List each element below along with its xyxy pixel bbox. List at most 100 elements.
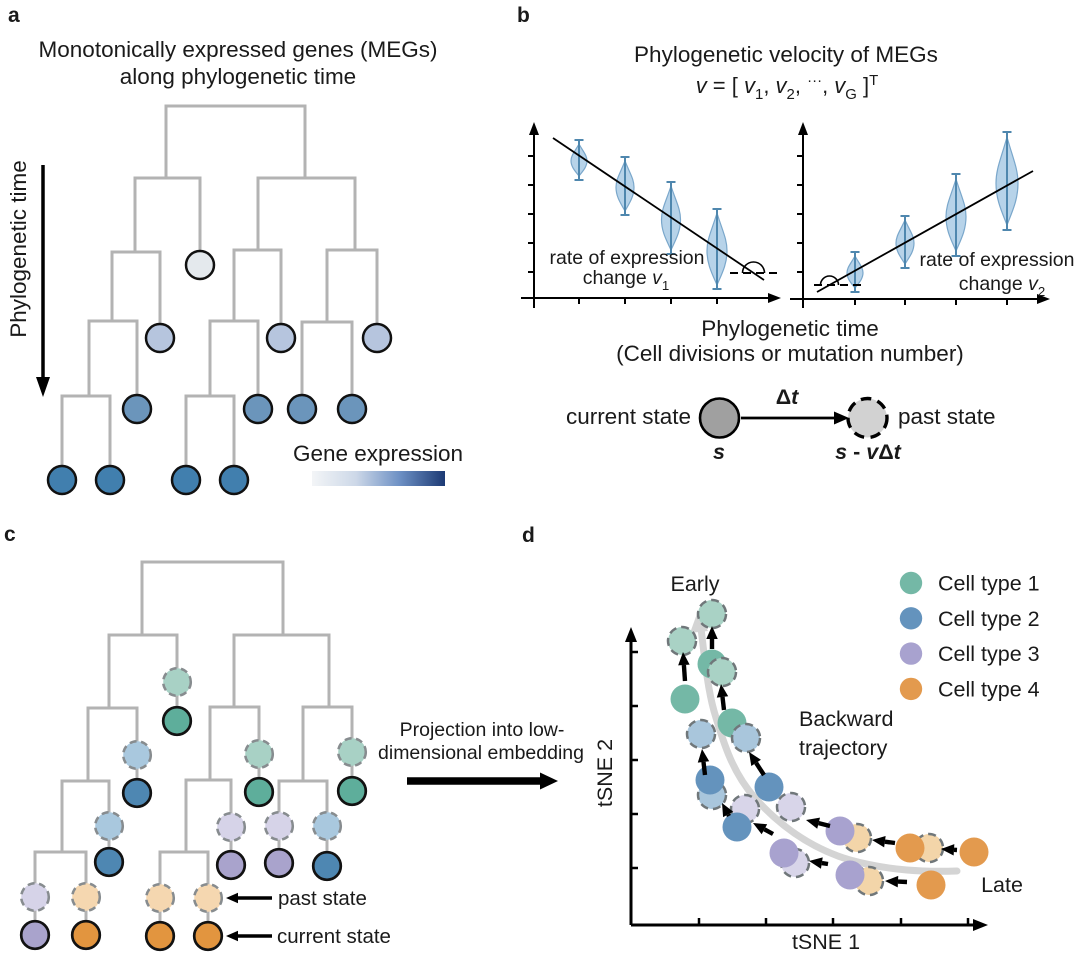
s-label: s (713, 440, 725, 464)
legend-swatch-blue (899, 607, 923, 630)
velocity-plot-left: rate of expression change v1 (521, 122, 781, 308)
current-state-node-orange (70, 919, 102, 951)
backward-arrow-head (753, 823, 768, 835)
backward-arrow-shaft (701, 761, 708, 776)
phylogenetic-time-arrowhead (36, 377, 50, 397)
past-state-arrow (226, 892, 272, 904)
plot-left-label-line1: rate of expression (549, 247, 704, 269)
backward-arrow-head (941, 844, 955, 856)
plot-left-trend-line (552, 137, 765, 281)
panel-c: c Projection into low- dimensional embed… (4, 523, 584, 952)
gene-expression-node (144, 322, 176, 354)
plot-right-angle-arc (819, 275, 840, 286)
panel-b-label: b (517, 4, 530, 27)
tsne-point-lavender-past (775, 791, 807, 823)
plot-right-label-line2: change v2 (959, 273, 1046, 299)
tsne-point-teal-past (706, 656, 738, 688)
plot-right-ticks (797, 155, 1008, 305)
current-state-node-blue (121, 777, 153, 809)
tsne-point-lavender-current (825, 816, 855, 846)
gene-expression-node (265, 322, 297, 354)
current-state-arrow-head (226, 930, 238, 942)
early-label: Early (671, 572, 720, 596)
trajectory-curve (696, 616, 961, 875)
panel-a-title-line2: along phylogenetic time (120, 64, 356, 89)
backward-arrow-shaft (818, 821, 831, 829)
legend-label-teal: Cell type 1 (938, 572, 1040, 596)
backward-arrow-head (722, 803, 734, 818)
plot-right-label-line1: rate of expression (919, 249, 1074, 271)
tsne-point-blue-past (685, 718, 717, 750)
tsne-point-blue-past (730, 722, 762, 754)
past-state-node-blue (121, 739, 153, 771)
backward-arrow-head (872, 835, 886, 848)
legend-label-orange: Cell type 4 (938, 677, 1040, 701)
velocity-plot-right: rate of expression change v2 (790, 122, 1075, 308)
plot-left-ticks (528, 155, 718, 304)
gene-expression-node (94, 464, 126, 496)
current-state-arrow (226, 930, 272, 942)
tsne-point-teal-past (666, 625, 698, 657)
state-diagram: current state Δt past state s s - vΔt (566, 385, 996, 464)
past-state-node-lavender (19, 881, 51, 913)
current-state-node-orange (192, 920, 224, 952)
projection-arrow-head (540, 772, 558, 790)
gene-expression-node (170, 464, 202, 496)
backward-arrow-head (706, 626, 718, 639)
gene-expression-node (242, 393, 274, 425)
past-state-node-lavender (263, 810, 295, 842)
panel-b-xaxis-label-line1: Phylogenetic time (701, 316, 879, 341)
phylogenetic-time-arrow (36, 165, 50, 397)
gene-expression-node (184, 249, 216, 281)
plot-left-label-line2: change v1 (583, 267, 670, 293)
plot-right-trend-line (816, 170, 1034, 293)
backward-arrow-shaft (884, 839, 896, 846)
tree-c-nodes (19, 666, 368, 952)
backward-arrow-head (809, 857, 823, 869)
panel-d: d Early Late Backward trajectory tSNE 1 … (522, 524, 1040, 954)
s-past-label: s - vΔt (835, 440, 902, 464)
trajectory-curve-arrowhead (690, 611, 708, 633)
past-state-annotation: past state (278, 887, 367, 910)
backward-arrow-shaft (763, 827, 775, 836)
gene-expression-colorbar: Gene expression (293, 441, 463, 486)
projection-arrow (407, 772, 558, 790)
current-state-node-lavender (215, 849, 247, 881)
legend-label-blue: Cell type 2 (938, 607, 1040, 631)
tsne-point-orange-current (959, 837, 989, 867)
panel-b: b Phylogenetic velocity of MEGs v = [ v1… (517, 4, 1075, 464)
backward-arrow-shaft (754, 761, 766, 777)
colorbar-gradient (312, 471, 445, 486)
current-state-node-teal (161, 705, 193, 737)
backward-arrow-shaft (726, 813, 731, 818)
current-state-node-orange (144, 920, 176, 952)
current-state-node-teal (243, 776, 275, 808)
cell-type-legend: Cell type 1 Cell type 2 Cell type 3 Cell ty… (899, 572, 1040, 701)
plot-right-y-arrowhead (798, 122, 808, 135)
tsne-y-arrowhead (625, 627, 637, 642)
panel-a: a Monotonically expressed genes (MEGs) a… (6, 4, 463, 496)
tsne-points (666, 598, 989, 900)
panel-c-label: c (4, 523, 16, 546)
current-state-circle (698, 397, 741, 439)
current-state-annotation: current state (277, 925, 391, 948)
gene-expression-node (218, 464, 250, 496)
tsne1-axis-label: tSNE 1 (792, 930, 860, 954)
delta-t-label: Δt (776, 385, 799, 409)
past-state-node-blue (93, 810, 125, 842)
past-state-node-blue (311, 810, 343, 842)
backward-arrow-head (697, 749, 710, 763)
gene-expression-node (361, 322, 393, 354)
current-state-node-lavender (19, 919, 51, 951)
current-state-node-blue (311, 850, 343, 882)
legend-label-lavender: Cell type 3 (938, 642, 1040, 666)
tsne-x-arrowhead (973, 919, 988, 931)
current-state-node-lavender (263, 847, 295, 879)
plot-left-y-arrowhead (529, 122, 539, 135)
past-state-node-orange (70, 881, 102, 913)
tsne-point-teal-past (696, 598, 728, 630)
tsne-axis-ticks (631, 650, 970, 925)
velocity-equation: v = [ v1, v2, ···, vG ]T (696, 72, 879, 103)
